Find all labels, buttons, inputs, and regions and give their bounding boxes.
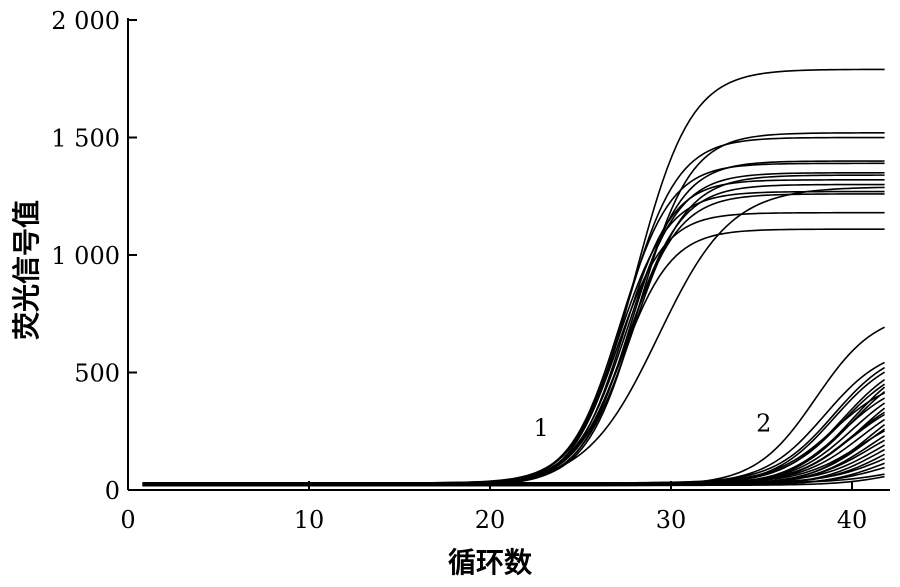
x-axis-title: 循环数 bbox=[448, 546, 533, 579]
y-tick-label: 1 500 bbox=[51, 125, 120, 153]
axes: 0 10 20 30 40 0 500 1 000 1 500 2 000 bbox=[51, 7, 890, 534]
y-tick-label: 500 bbox=[74, 360, 120, 388]
y-tick-label: 0 bbox=[105, 477, 120, 505]
group-1-curve bbox=[142, 211, 885, 487]
group-2-curve bbox=[142, 413, 885, 485]
group-1-curve bbox=[142, 136, 885, 484]
group-2-curve bbox=[142, 383, 886, 484]
group-2-curve bbox=[142, 411, 886, 487]
x-tick-label: 40 bbox=[837, 506, 868, 534]
y-tick-label: 1 000 bbox=[51, 242, 120, 270]
group-2-curve bbox=[142, 366, 886, 484]
group-1-curve bbox=[142, 193, 885, 484]
annotation-label-1: 1 bbox=[533, 414, 548, 442]
group-2-curve bbox=[142, 326, 885, 487]
x-tick-label: 10 bbox=[294, 506, 325, 534]
group-1-curve bbox=[142, 228, 885, 485]
group-1-curve bbox=[142, 160, 885, 487]
x-tick-label: 30 bbox=[656, 506, 687, 534]
group-1-curve bbox=[142, 162, 885, 485]
group-1-curve bbox=[142, 174, 885, 487]
curve-group bbox=[142, 68, 886, 487]
group-1-curve bbox=[142, 68, 885, 487]
group-2-curve bbox=[142, 378, 886, 485]
group-2-curve bbox=[142, 475, 885, 487]
y-tick-label: 2 000 bbox=[51, 7, 120, 35]
group-2-curve bbox=[142, 473, 885, 484]
group-1-curve bbox=[142, 190, 885, 485]
x-tick-label: 0 bbox=[120, 506, 135, 534]
x-tick-label: 20 bbox=[475, 506, 506, 534]
group-2-curve bbox=[142, 371, 886, 487]
group-2-curve bbox=[142, 466, 885, 485]
y-axis-title: 荧光信号值 bbox=[10, 200, 43, 340]
group-1-curve bbox=[142, 186, 885, 487]
group-1-curve bbox=[142, 171, 885, 484]
annotation-label-2: 2 bbox=[756, 409, 771, 437]
group-1-curve bbox=[142, 179, 885, 485]
